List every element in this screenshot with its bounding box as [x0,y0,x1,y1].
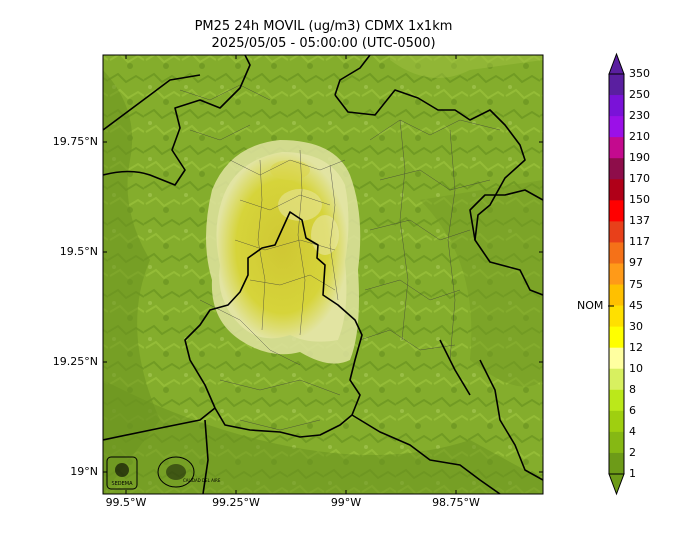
colorbar-tick-label: 1 [629,467,636,480]
colorbar-tick-label: 250 [629,88,650,102]
colorbar-segment [609,431,624,454]
colorbar-tick-label: 30 [629,319,643,333]
colorbar-extend-top [608,52,625,75]
map-frame [102,54,544,495]
colorbar-segment [609,263,624,286]
colorbar-segment [609,389,624,412]
colorbar-segment [609,305,624,328]
map-title: PM25 24h MOVIL (ug/m3) CDMX 1x1km [194,19,453,34]
colorbar-tick-label: 350 [629,67,650,80]
terrain-ridge-south [103,380,543,494]
colorbar-tick-label: 150 [629,193,650,207]
colorbar-frame [608,73,625,475]
colorbar-tick-label: 8 [629,382,636,396]
lon-label: 99.5°W [105,496,147,509]
colorbar-tick-label: 117 [629,235,650,249]
colorbar-segment [609,179,624,201]
colorbar-tick-label: 137 [629,214,650,228]
colorbar-tick-label: 210 [629,130,650,144]
colorbar-tick-label: 75 [629,277,643,291]
colorbar-segment [609,95,624,117]
sedema-logo: SEDEMA [106,456,138,490]
colorbar-segment [609,410,624,433]
colorbar-segment [609,368,624,391]
lon-label: 99.25°W [212,496,260,509]
colorbar-segment [609,137,624,159]
lat-label: 19.5°N [59,245,98,258]
colorbar-segment [609,452,624,475]
colorbar-tick-label: 45 [629,298,643,312]
colorbar-tick-label: 12 [629,340,643,354]
nom-reference-label: NOM [577,299,604,312]
colorbar-tick-label: 170 [629,172,650,186]
colorbar-segment [609,116,624,138]
colorbar-segment [609,158,624,180]
calidad-aire-logo: CALIDAD DEL AIRE [157,456,221,488]
colorbar-tick-label: 6 [629,403,636,417]
colorbar-segment [609,200,624,222]
colorbar-segment [609,284,624,307]
colorbar-tick-label: 10 [629,361,643,375]
lon-label: 98.75°W [432,496,480,509]
lon-label: 99°W [330,496,362,509]
map-timestamp: 2025/05/05 - 05:00:00 (UTC-0500) [211,36,436,51]
colorbar-extend-bottom [608,473,625,496]
colorbar-segment [609,221,624,243]
lat-label: 19.75°N [52,135,98,148]
logo-right-text: CALIDAD DEL AIRE [183,478,221,483]
colorbar-tick-label: 190 [629,151,650,165]
lat-label: 19°N [70,465,98,478]
terrain-ridge-east [420,180,543,387]
colorbar [608,52,625,496]
colorbar-segment [609,242,624,264]
colorbar-segment [609,74,624,96]
colorbar-tick-label: 2 [629,445,636,459]
logo-left-text: SEDEMA [111,481,133,487]
colorbar-segment [609,326,624,349]
colorbar-tick-label: 4 [629,424,636,438]
colorbar-tick-label: 230 [629,109,650,123]
lat-label: 19.25°N [52,355,98,368]
colorbar-segment [609,347,624,370]
state-borders [103,55,543,494]
map-panel: SEDEMA CALIDAD DEL AIRE [103,55,543,494]
axis-ticks [103,55,543,494]
colorbar-tick-label: 97 [629,256,643,270]
